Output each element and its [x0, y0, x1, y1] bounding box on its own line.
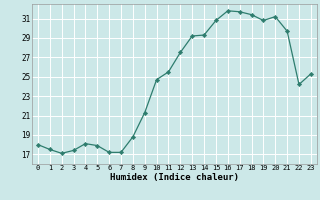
X-axis label: Humidex (Indice chaleur): Humidex (Indice chaleur)	[110, 173, 239, 182]
